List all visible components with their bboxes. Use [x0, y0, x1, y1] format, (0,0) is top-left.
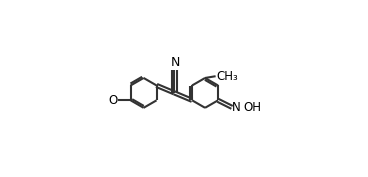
Text: O: O	[109, 94, 118, 107]
Text: N: N	[232, 101, 241, 114]
Text: OH: OH	[244, 101, 262, 114]
Text: N: N	[170, 56, 180, 69]
Text: CH₃: CH₃	[216, 70, 238, 83]
